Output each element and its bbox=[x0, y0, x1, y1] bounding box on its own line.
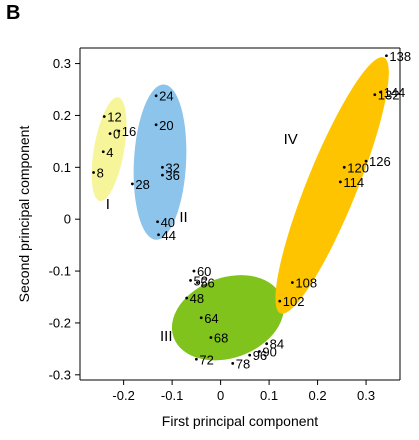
data-point bbox=[385, 54, 388, 58]
point-label: 28 bbox=[135, 177, 149, 192]
point-label: 126 bbox=[369, 154, 391, 169]
point-label: 120 bbox=[347, 160, 369, 175]
data-point bbox=[373, 93, 377, 97]
x-tick-label: -0.2 bbox=[112, 388, 134, 403]
data-point bbox=[117, 129, 121, 133]
y-tick-label: -0.3 bbox=[49, 367, 71, 382]
point-label: 96 bbox=[253, 348, 267, 363]
group-label-I: I bbox=[106, 196, 110, 213]
data-point bbox=[199, 316, 203, 320]
group-ellipse-III bbox=[171, 275, 284, 361]
y-tick-label: 0.2 bbox=[53, 108, 71, 123]
data-point bbox=[92, 171, 95, 174]
point-label: 132 bbox=[378, 88, 400, 103]
x-tick-label: 0 bbox=[217, 388, 224, 403]
point-label: 24 bbox=[159, 89, 173, 104]
x-axis-title: First principal component bbox=[162, 413, 319, 429]
data-point bbox=[265, 342, 269, 346]
point-label: 144 bbox=[384, 85, 406, 100]
data-point bbox=[157, 233, 160, 237]
point-label: 56 bbox=[200, 275, 214, 290]
x-tick-label: 0.1 bbox=[260, 388, 278, 403]
point-label: 44 bbox=[162, 228, 176, 243]
x-tick-label: 0.3 bbox=[357, 388, 375, 403]
data-point bbox=[102, 115, 106, 118]
point-label: 102 bbox=[283, 294, 305, 309]
point-label: 84 bbox=[270, 337, 284, 352]
data-point bbox=[278, 299, 282, 303]
data-point bbox=[161, 165, 164, 169]
data-point bbox=[379, 90, 383, 94]
point-label: 78 bbox=[236, 356, 250, 371]
data-point bbox=[161, 173, 164, 177]
data-point bbox=[194, 357, 198, 361]
point-label: 20 bbox=[159, 118, 173, 133]
data-point bbox=[290, 281, 294, 284]
data-point bbox=[154, 94, 158, 98]
data-point bbox=[248, 353, 252, 357]
y-tick-label: 0.1 bbox=[53, 160, 71, 175]
point-label: 4 bbox=[106, 145, 113, 160]
group-label-IV: IV bbox=[284, 131, 298, 148]
data-point bbox=[231, 362, 235, 365]
data-point bbox=[364, 159, 368, 163]
y-tick-label: 0.3 bbox=[53, 56, 71, 71]
data-point bbox=[108, 132, 112, 135]
point-label: 64 bbox=[204, 311, 218, 326]
data-point bbox=[209, 336, 213, 339]
data-point bbox=[338, 180, 342, 184]
group-label-II: II bbox=[179, 209, 187, 226]
data-point bbox=[185, 296, 189, 300]
point-label: 114 bbox=[343, 175, 364, 190]
point-label: 60 bbox=[197, 264, 211, 279]
data-point bbox=[189, 279, 192, 282]
group-ellipse-IV bbox=[275, 57, 389, 314]
x-tick-label: -0.1 bbox=[161, 388, 183, 403]
panel-letter: B bbox=[6, 2, 21, 24]
group-ellipse-I bbox=[91, 97, 127, 202]
group-ellipses bbox=[91, 57, 389, 361]
point-label: 108 bbox=[295, 275, 317, 290]
y-tick-label: -0.1 bbox=[49, 264, 71, 279]
data-point bbox=[195, 281, 199, 284]
data-point bbox=[342, 165, 346, 169]
point-label: 32 bbox=[165, 160, 179, 175]
data-point bbox=[130, 182, 134, 186]
data-point bbox=[154, 123, 158, 127]
point-label: 8 bbox=[97, 166, 104, 181]
point-label: 90 bbox=[262, 344, 276, 359]
data-point bbox=[101, 150, 105, 154]
point-label: 48 bbox=[190, 291, 204, 306]
point-label: 12 bbox=[107, 109, 121, 124]
data-point bbox=[257, 350, 261, 353]
data-point bbox=[192, 269, 196, 273]
point-label: 68 bbox=[214, 330, 228, 345]
group-ellipse-II bbox=[133, 84, 187, 240]
point-label: 16 bbox=[122, 124, 136, 139]
data-point bbox=[156, 220, 159, 224]
x-tick-label: 0.2 bbox=[309, 388, 327, 403]
point-label: 72 bbox=[199, 352, 213, 367]
group-label-III: III bbox=[160, 328, 173, 345]
y-tick-label: -0.2 bbox=[49, 315, 71, 330]
point-label: 40 bbox=[161, 215, 175, 230]
y-axis-title: Second principal component bbox=[16, 126, 32, 303]
point-label: 52 bbox=[194, 273, 208, 288]
point-label: 138 bbox=[389, 49, 411, 64]
point-label: 36 bbox=[165, 168, 179, 183]
y-tick-label: 0 bbox=[64, 212, 71, 227]
axes: -0.2 -0.1 0 0.1 0.2 0.3 -0.3 -0.2 -0.1 0 0.1 0.2 0.3 bbox=[49, 47, 401, 403]
point-label: 0 bbox=[113, 127, 120, 142]
